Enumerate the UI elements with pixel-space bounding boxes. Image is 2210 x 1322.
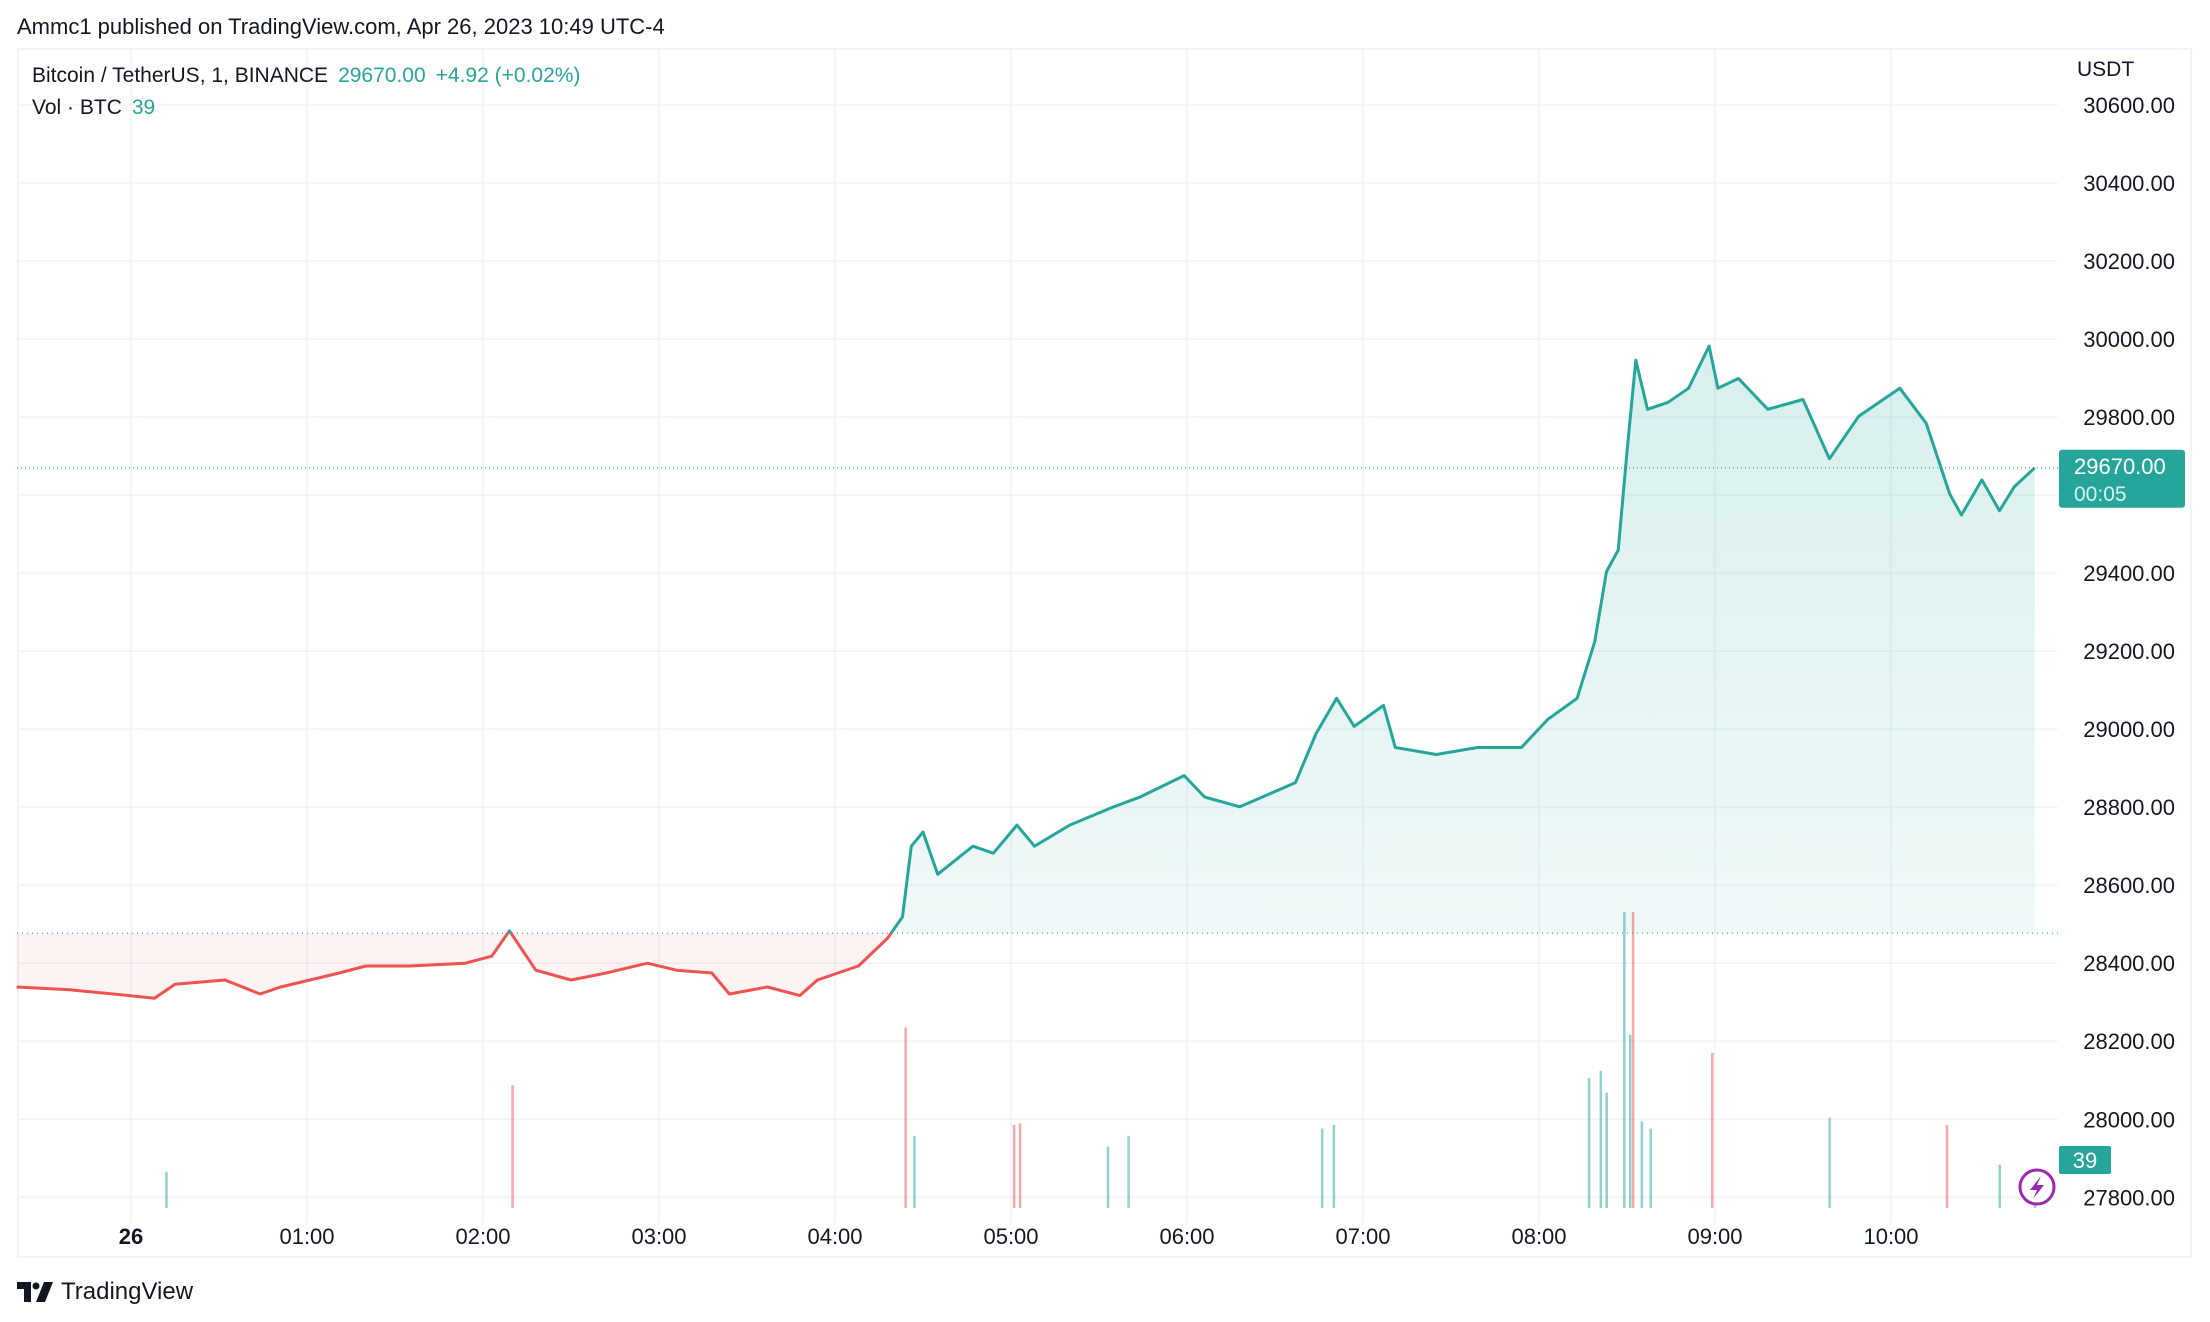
volume-bar <box>1828 1117 1831 1208</box>
x-tick-label: 05:00 <box>983 1224 1038 1249</box>
x-tick-label: 26 <box>119 1224 143 1249</box>
volume-bar <box>904 1027 907 1208</box>
y-tick-label: 28800.00 <box>2083 795 2175 820</box>
currency-label: USDT <box>2077 58 2135 81</box>
volume-bar <box>1649 1128 1652 1208</box>
symbol-name: Bitcoin / TetherUS, 1, BINANCE <box>32 64 329 87</box>
volume-bar <box>1599 1070 1603 1208</box>
volume-bar <box>1587 1078 1591 1208</box>
y-tick-label: 29200.00 <box>2083 639 2175 664</box>
volume-tag-value: 39 <box>2073 1148 2097 1173</box>
y-tick-label: 30200.00 <box>2083 249 2175 274</box>
x-tick-label: 02:00 <box>455 1224 510 1249</box>
price-area <box>16 344 2058 1000</box>
price-tag-value: 29670.00 <box>2074 454 2166 479</box>
x-tick-label: 06:00 <box>1159 1224 1214 1249</box>
y-tick-label: 29000.00 <box>2083 717 2175 742</box>
symbol-legend: Bitcoin / TetherUS, 1, BINANCE 29670.00 +4… <box>32 64 580 88</box>
volume-bar <box>1945 1124 1949 1208</box>
y-tick-label: 29400.00 <box>2083 561 2175 586</box>
tradingview-logo-icon <box>17 1282 53 1302</box>
volume-bar <box>1332 1124 1336 1208</box>
volume-legend: Vol · BTC 39 <box>32 96 155 120</box>
y-tick-label: 27800.00 <box>2083 1185 2175 1210</box>
x-tick-label: 08:00 <box>1511 1224 1566 1249</box>
y-tick-label: 30600.00 <box>2083 93 2175 118</box>
volume-bar <box>913 1135 916 1208</box>
price-tag-countdown: 00:05 <box>2074 483 2127 506</box>
y-tick-label: 28400.00 <box>2083 951 2175 976</box>
price-change: +4.92 (+0.02%) <box>435 64 581 87</box>
area-fill-up <box>16 346 2035 934</box>
y-tick-label: 28000.00 <box>2083 1107 2175 1132</box>
price-line-down <box>16 933 893 1000</box>
price-line-up <box>505 344 2036 934</box>
volume-bar <box>1628 1034 1632 1208</box>
volume-bar <box>1711 1052 1714 1208</box>
volume-bar <box>1106 1146 1110 1208</box>
volume-bar <box>1605 1092 1608 1208</box>
area-fill-down <box>16 933 892 999</box>
volume-bar <box>1012 1124 1016 1208</box>
published-caption: Ammc1 published on TradingView.com, Apr … <box>17 14 665 39</box>
volume-legend-label: Vol · BTC <box>32 96 122 119</box>
lightning-alert-icon[interactable] <box>2018 1168 2056 1206</box>
y-tick-label: 29800.00 <box>2083 405 2175 430</box>
volume-bar <box>1018 1123 1022 1208</box>
y-tick-label: 30400.00 <box>2083 171 2175 196</box>
volume-bar <box>511 1085 514 1208</box>
footer-logo[interactable]: TradingView <box>17 1278 193 1306</box>
last-price: 29670.00 <box>338 64 426 87</box>
volume-tag <box>2059 1146 2111 1174</box>
y-tick-label: 30000.00 <box>2083 327 2175 352</box>
x-tick-label: 09:00 <box>1687 1224 1742 1249</box>
volume-bar <box>1127 1135 1130 1208</box>
x-tick-label: 07:00 <box>1335 1224 1390 1249</box>
volume-bar <box>1623 911 1626 1208</box>
volume-bar <box>1998 1164 2002 1208</box>
volume-bar <box>1320 1128 1324 1208</box>
y-tick-label: 28600.00 <box>2083 873 2175 898</box>
chart-frame <box>17 48 2192 1258</box>
price-axis: 30600.00 30400.00 30200.00 30000.00 29800.00… <box>2083 93 2175 1210</box>
volume-bar <box>1631 911 1635 1208</box>
footer-brand: TradingView <box>61 1278 194 1305</box>
x-tick-label: 03:00 <box>631 1224 686 1249</box>
time-axis: 26 01:00 02:00 03:00 04:00 05:00 06:00 07:00 08:… <box>119 1224 1919 1249</box>
x-tick-label: 01:00 <box>279 1224 334 1249</box>
volume-bar <box>165 1171 168 1208</box>
price-tag <box>2059 449 2185 508</box>
lightning-bolt <box>2030 1176 2044 1199</box>
y-tick-label: 28200.00 <box>2083 1029 2175 1054</box>
x-tick-label: 10:00 <box>1863 1224 1918 1249</box>
volume-legend-value: 39 <box>131 96 156 119</box>
volume-bar <box>1640 1121 1644 1208</box>
axis-tags: 29670.00 00:05 39 <box>2018 449 2185 1206</box>
x-tick-label: 04:00 <box>807 1224 862 1249</box>
